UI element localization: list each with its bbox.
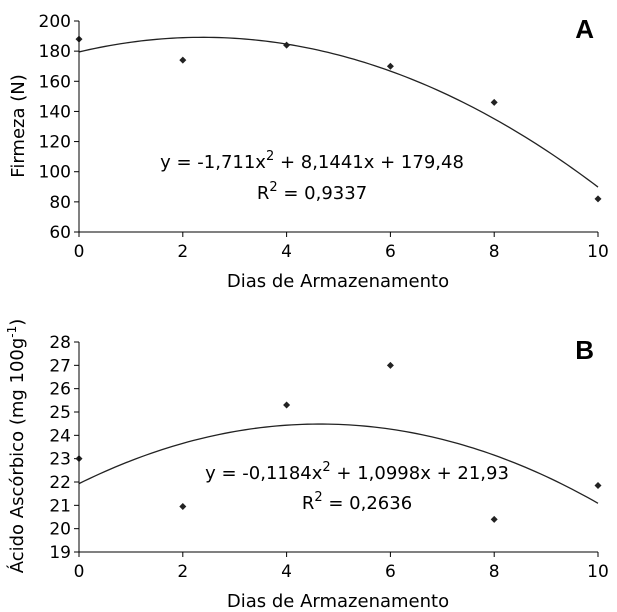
panel-b-y-axis-title: Ácido Ascórbico (mg 100g-1) (5, 319, 28, 574)
data-point (594, 195, 602, 203)
y-tick-label: 25 (49, 403, 71, 423)
y-tick-label: 60 (49, 223, 71, 243)
panel-a-y-axis-title: Firmeza (N) (8, 74, 29, 177)
panel-a-equation: y = -1,711x2 + 8,1441x + 179,48 (160, 149, 464, 173)
panel-a-label: A (575, 14, 594, 44)
y-tick-label: 20 (49, 520, 71, 540)
x-tick-label: 8 (489, 562, 500, 582)
data-point (386, 361, 394, 369)
x-tick-label: 6 (385, 242, 396, 262)
y-tick-label: 23 (49, 450, 71, 470)
data-point (490, 98, 498, 106)
x-tick-label: 10 (587, 242, 609, 262)
data-point (179, 56, 187, 64)
data-point (283, 401, 291, 409)
y-tick-label: 140 (39, 102, 71, 122)
x-tick-label: 2 (177, 562, 188, 582)
panel-b-x-axis-title: Dias de Armazenamento (227, 591, 449, 612)
y-tick-label: 100 (39, 163, 71, 183)
panel-b-equation: y = -0,1184x2 + 1,0998x + 21,93 (205, 460, 509, 484)
y-tick-label: 24 (49, 426, 71, 446)
y-tick-label: 80 (49, 193, 71, 213)
y-tick-label: 28 (49, 333, 71, 353)
x-tick-label: 10 (587, 562, 609, 582)
panel-a-trendline-group (78, 36, 599, 188)
data-point (283, 41, 291, 49)
y-tick-label: 22 (49, 473, 71, 493)
y-tick-label: 200 (39, 12, 71, 32)
panel-a-r-squared: R2 = 0,9337 (257, 180, 367, 204)
y-tick-label: 26 (49, 380, 71, 400)
y-tick-label: 180 (39, 42, 71, 62)
x-tick-label: 0 (74, 242, 85, 262)
x-tick-label: 4 (281, 562, 292, 582)
x-tick-label: 6 (385, 562, 396, 582)
panel-a-x-axis-title: Dias de Armazenamento (227, 271, 449, 292)
panel-b-points (75, 361, 602, 523)
x-tick-label: 8 (489, 242, 500, 262)
y-tick-label: 160 (39, 72, 71, 92)
y-tick-label: 21 (49, 496, 71, 516)
y-tick-label: 19 (49, 543, 71, 563)
y-tick-label: 120 (39, 133, 71, 153)
panel-a-ticks: 60 80 100 120 140 160 180 200 0 2 4 6 8 10 (39, 12, 609, 262)
x-tick-label: 2 (177, 242, 188, 262)
panel-b-label: B (575, 335, 594, 365)
panel-a-trendline (78, 36, 599, 188)
y-tick-label: 27 (49, 356, 71, 376)
x-tick-label: 0 (74, 562, 85, 582)
data-point (594, 482, 602, 489)
panel-b-trendline-group (78, 423, 599, 504)
panel-b-trendline (78, 423, 599, 504)
chart-panel-a: 60 80 100 120 140 160 180 200 0 2 4 6 8 10 A y = -1,7… (8, 12, 609, 292)
data-point (386, 62, 394, 70)
data-point (179, 503, 187, 510)
data-point (490, 515, 498, 523)
panel-b-r-squared: R2 = 0,2636 (302, 490, 412, 514)
panel-a-points (75, 35, 602, 203)
x-tick-label: 4 (281, 242, 292, 262)
